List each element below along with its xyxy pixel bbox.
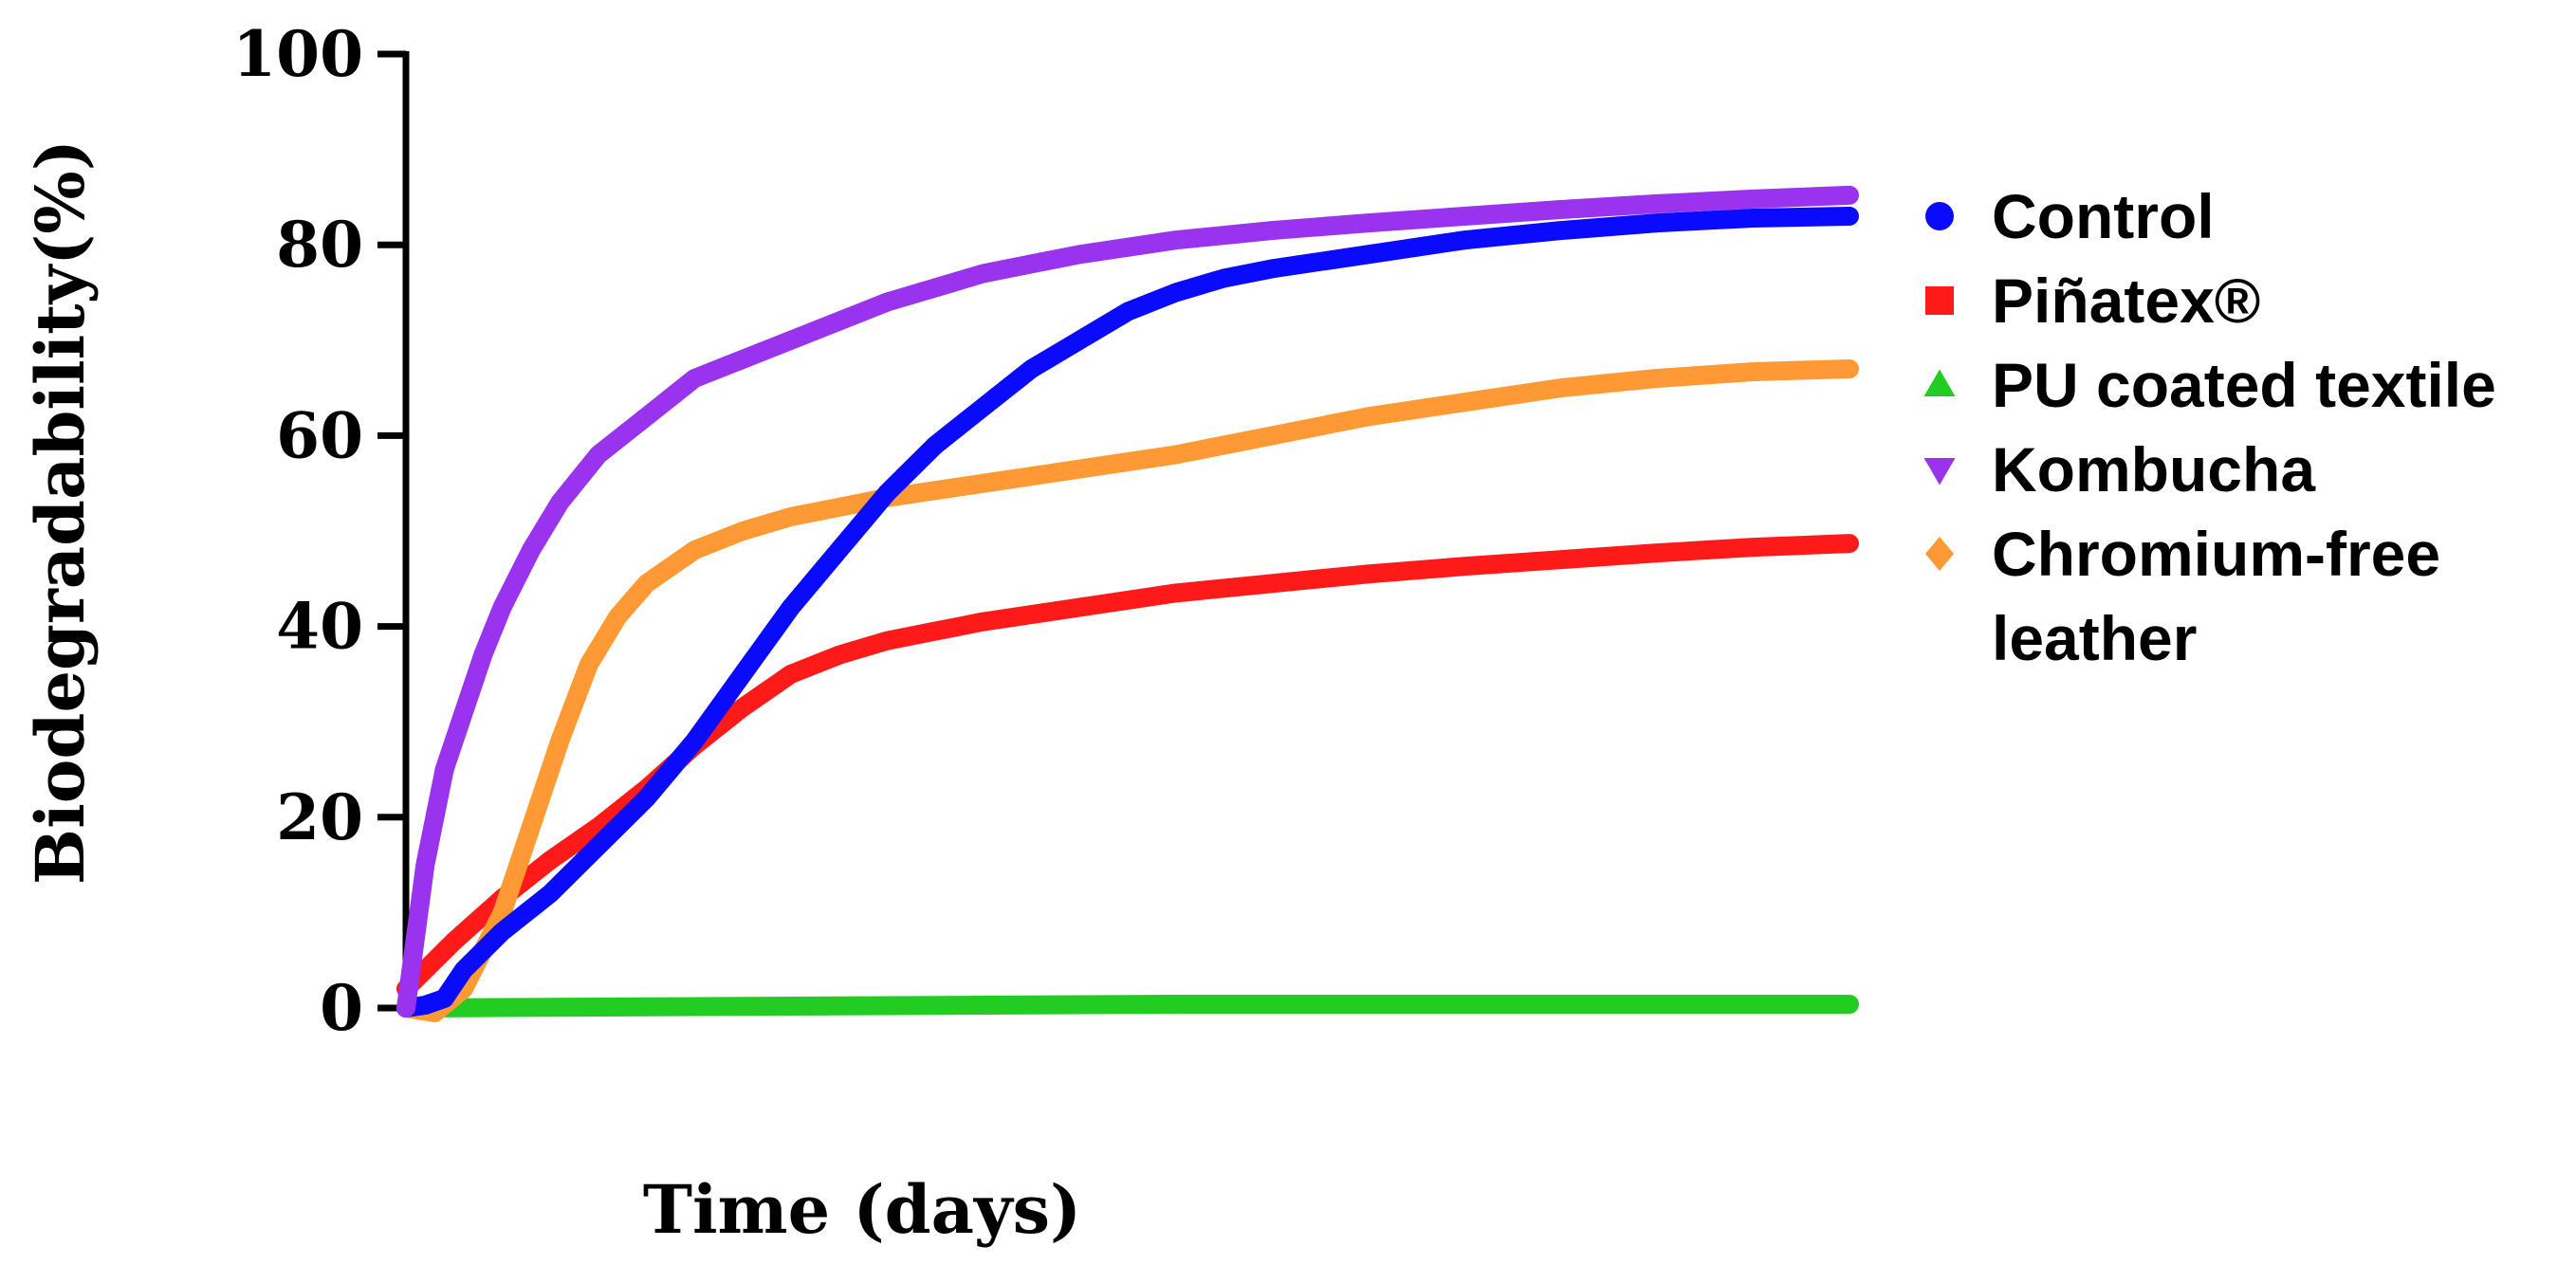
legend-item: Kombucha: [1923, 434, 2316, 504]
y-tick-label: 0: [320, 971, 363, 1045]
legend-marker-circle: [1925, 202, 1954, 230]
y-tick-label: 40: [276, 590, 363, 664]
legend-label: Control: [1992, 181, 2215, 251]
x-axis-title: Time (days): [643, 1170, 1081, 1249]
legend-marker-triangle-up: [1923, 369, 1956, 396]
legend-item: Control: [1925, 181, 2215, 251]
y-tick-label: 100: [232, 17, 363, 91]
legend-item: Chromium-free leather: [1925, 519, 2440, 673]
legend-label: leather: [1992, 603, 2197, 673]
legend-label: Kombucha: [1992, 434, 2316, 504]
series-chromium-free-leather: [396, 359, 1859, 1022]
legend-label: Chromium-free: [1992, 519, 2440, 589]
legend-item: Piñatex®: [1925, 266, 2260, 336]
y-axis-title: Biodegradability(%): [21, 139, 100, 885]
series-line: [396, 995, 1859, 1017]
legend-marker-diamond: [1925, 537, 1954, 571]
y-tick-label: 20: [276, 780, 363, 854]
legend-item: PU coated textile: [1923, 350, 2496, 420]
series-pu-coated-textile: [396, 995, 1859, 1017]
legend-marker-square: [1925, 286, 1954, 315]
series-pi-atex: [396, 534, 1859, 999]
series-line: [396, 185, 1859, 1017]
series-line: [396, 534, 1859, 999]
legend: Control Piñatex® PU coated textile Kombucha…: [1923, 181, 2496, 673]
legend-label: Piñatex®: [1992, 266, 2260, 336]
axes: 0 20 40 60 80 100: [232, 17, 1849, 1045]
series-line: [396, 359, 1859, 1022]
series-control: [396, 207, 1859, 1017]
y-ticks: 0 20 40 60 80 100: [232, 17, 406, 1045]
legend-label: PU coated textile: [1992, 350, 2496, 420]
series-layer: [396, 185, 1859, 1022]
legend-marker-triangle-down: [1923, 458, 1956, 486]
series-line: [396, 207, 1859, 1017]
y-tick-label: 60: [276, 398, 363, 472]
y-tick-label: 80: [276, 208, 363, 282]
series-kombucha: [396, 185, 1859, 1017]
